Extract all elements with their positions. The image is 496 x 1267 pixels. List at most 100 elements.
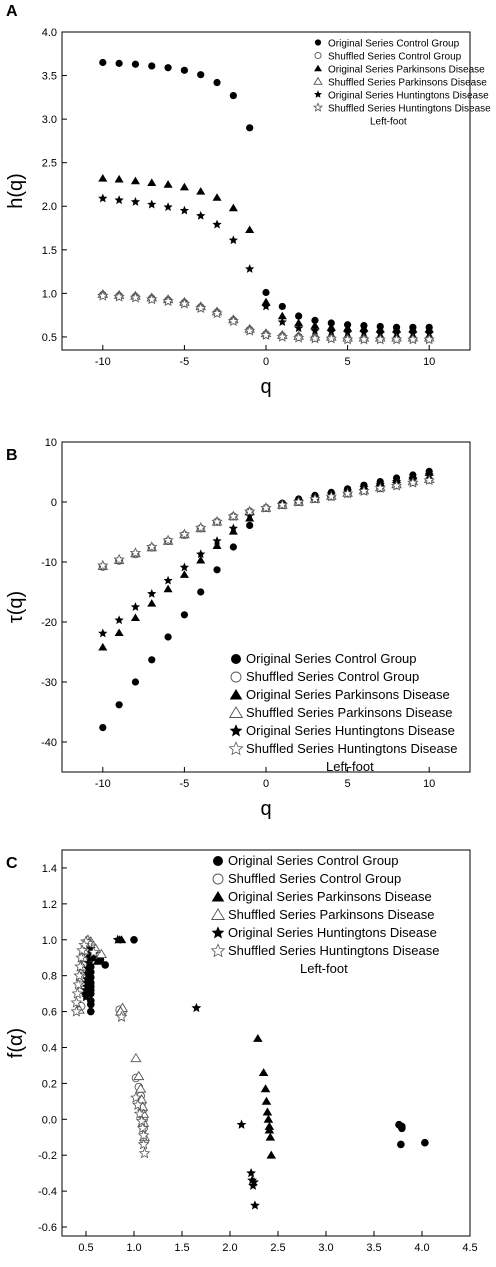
- data-point: [277, 311, 287, 320]
- series-5: [70, 935, 151, 1159]
- data-point: [191, 1002, 202, 1013]
- data-point: [327, 319, 335, 327]
- legend-marker: [210, 943, 226, 958]
- data-point: [276, 331, 288, 342]
- data-point: [375, 324, 385, 333]
- series-2: [84, 935, 277, 1159]
- data-point: [374, 333, 386, 345]
- data-point: [146, 293, 158, 305]
- data-point: [147, 199, 157, 209]
- data-point: [147, 588, 157, 598]
- legend: Original Series Control Group Shuffled Se…: [313, 39, 491, 128]
- x-tick-label: 3.5: [366, 1242, 381, 1254]
- data-point: [229, 543, 237, 551]
- x-tick-label: 2.5: [270, 1242, 285, 1254]
- legend: Original Series Control Group Shuffled Se…: [228, 651, 458, 774]
- data-point: [229, 92, 237, 100]
- data-point: [423, 474, 435, 486]
- data-point: [407, 476, 419, 488]
- data-point: [131, 1098, 144, 1110]
- data-point: [342, 327, 353, 337]
- data-point: [253, 1033, 263, 1042]
- y-tick-label: -30: [41, 677, 57, 689]
- data-point: [276, 499, 288, 510]
- data-point: [148, 62, 156, 70]
- data-point: [114, 195, 124, 205]
- data-point: [130, 1052, 142, 1063]
- legend-marker: [228, 741, 244, 756]
- data-point: [228, 203, 238, 212]
- legend-label: Original Series Control Group: [228, 853, 399, 868]
- data-point: [260, 1084, 271, 1093]
- data-point: [130, 602, 141, 611]
- data-point: [245, 264, 255, 273]
- data-point: [163, 575, 173, 585]
- y-tick-label: -0.6: [38, 1222, 57, 1234]
- data-point: [95, 948, 107, 959]
- data-point: [92, 956, 103, 965]
- legend-label: Original Series Huntingtons Disease: [328, 91, 489, 102]
- data-point: [137, 1129, 150, 1141]
- legend-note: Left-foot: [326, 759, 374, 774]
- data-point: [73, 969, 86, 981]
- legend-label: Shuffled Series Parkinsons Disease: [328, 78, 487, 89]
- data-point: [359, 323, 369, 332]
- data-point: [87, 1007, 95, 1016]
- data-point: [374, 482, 386, 493]
- legend-marker: [314, 64, 322, 72]
- panel-a: A -10 -5 0 5 10 0.5 1.0 1.5 2.0 2.5 3.0 3.5 4.0 q h(q) O…: [5, 3, 491, 398]
- x-tick-label: 3.0: [318, 1242, 333, 1254]
- x-tick-label: -10: [95, 356, 111, 368]
- data-point: [146, 541, 158, 552]
- data-point: [98, 174, 108, 182]
- data-point: [76, 944, 89, 956]
- legend-label: Original Series Parkinsons Disease: [328, 65, 485, 76]
- data-point: [197, 588, 205, 596]
- data-point: [261, 1096, 272, 1105]
- x-tick-label: -5: [180, 778, 190, 790]
- data-point: [197, 71, 205, 79]
- data-point: [293, 496, 305, 507]
- legend-marker: [314, 51, 322, 60]
- data-point: [227, 315, 239, 327]
- legend-label: Shuffled Series Control Group: [328, 52, 462, 63]
- series-2: [98, 468, 434, 651]
- x-tick-label: 0: [263, 356, 269, 368]
- data-point: [310, 321, 320, 329]
- data-point: [258, 1068, 269, 1077]
- x-axis-title: α: [260, 1262, 272, 1267]
- y-tick-label: -0.4: [38, 1186, 57, 1198]
- data-point: [341, 333, 354, 345]
- legend-marker: [213, 856, 223, 866]
- data-point: [163, 180, 173, 188]
- series-0: [99, 58, 433, 331]
- data-point: [250, 1200, 260, 1210]
- x-tick-label: 10: [423, 356, 435, 368]
- series-4: [98, 470, 434, 638]
- data-point: [130, 1091, 142, 1103]
- series-4: [81, 934, 260, 1210]
- data-point: [398, 1124, 406, 1133]
- data-point: [147, 178, 157, 186]
- y-tick-label: 0.2: [42, 1078, 57, 1090]
- data-point: [309, 493, 321, 504]
- data-point: [196, 210, 206, 220]
- data-point: [179, 182, 189, 191]
- data-point: [390, 479, 403, 491]
- data-point: [83, 968, 93, 979]
- legend-label: Shuffled Series Control Group: [228, 871, 401, 886]
- y-tick-label: 0: [51, 497, 57, 509]
- y-tick-label: 10: [45, 437, 57, 449]
- data-point: [392, 324, 402, 333]
- data-point: [260, 502, 272, 513]
- data-point: [99, 58, 107, 67]
- data-point: [114, 174, 124, 183]
- data-point: [264, 1125, 275, 1134]
- legend-marker: [211, 926, 225, 939]
- legend-marker: [313, 102, 323, 112]
- data-point: [115, 1010, 128, 1022]
- data-point: [163, 202, 173, 212]
- legend-marker: [313, 76, 323, 85]
- data-point: [131, 60, 140, 68]
- data-point: [129, 291, 142, 303]
